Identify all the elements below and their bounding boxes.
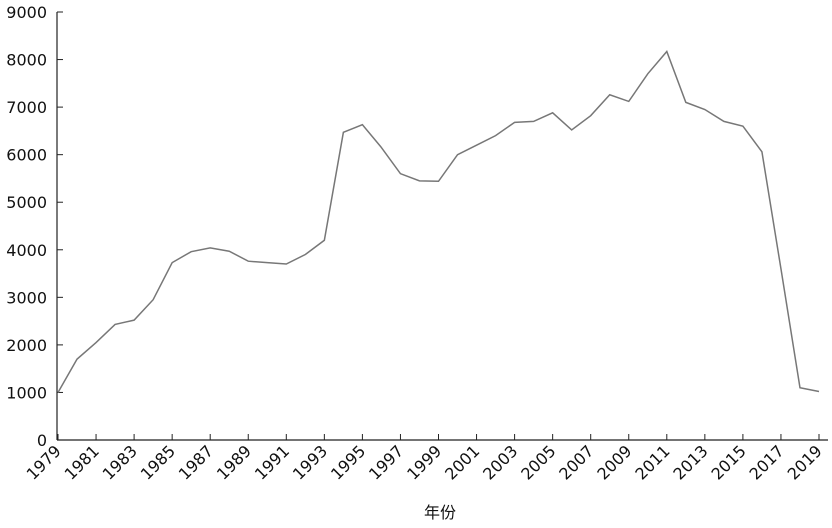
x-tick-label: 1997 [365, 441, 407, 483]
y-tick-label: 6000 [6, 146, 47, 165]
y-tick-label: 0 [37, 431, 47, 450]
y-tick-label: 5000 [6, 193, 47, 212]
x-tick-label: 2001 [441, 441, 483, 483]
y-tick-label: 3000 [6, 288, 47, 307]
x-tick-label: 2017 [746, 441, 788, 483]
x-tick-label: 1983 [99, 441, 141, 483]
x-tick-label: 1999 [403, 441, 445, 483]
x-tick-label: 1989 [213, 441, 255, 483]
x-tick-label: 2015 [708, 441, 750, 483]
line [57, 50, 820, 393]
x-tick-label: 1993 [289, 441, 331, 483]
x-tick-label: 2009 [593, 441, 635, 483]
x-axis-label: 年份 [424, 503, 456, 522]
x-tick-label: 1991 [251, 441, 293, 483]
x-tick-label: 1981 [61, 441, 103, 483]
x-tick-label: 1995 [327, 441, 369, 483]
y-tick-label: 9000 [6, 3, 47, 22]
y-tick-label: 2000 [6, 336, 47, 355]
x-tick-label: 2011 [631, 441, 673, 483]
y-tick-label: 7000 [6, 98, 47, 117]
x-tick-label: 1987 [175, 441, 217, 483]
y-tick-label: 4000 [6, 241, 47, 260]
y-tick-label: 8000 [6, 51, 47, 70]
x-tick-label: 2019 [784, 441, 826, 483]
x-tick-label: 2005 [517, 441, 559, 483]
x-tick-label: 1985 [137, 441, 179, 483]
y-tick-label: 1000 [6, 383, 47, 402]
x-tick-label: 2007 [555, 441, 597, 483]
x-tick-label: 2013 [669, 441, 711, 483]
x-tick-label: 2003 [479, 441, 521, 483]
x-tick-label: 1979 [23, 441, 65, 483]
